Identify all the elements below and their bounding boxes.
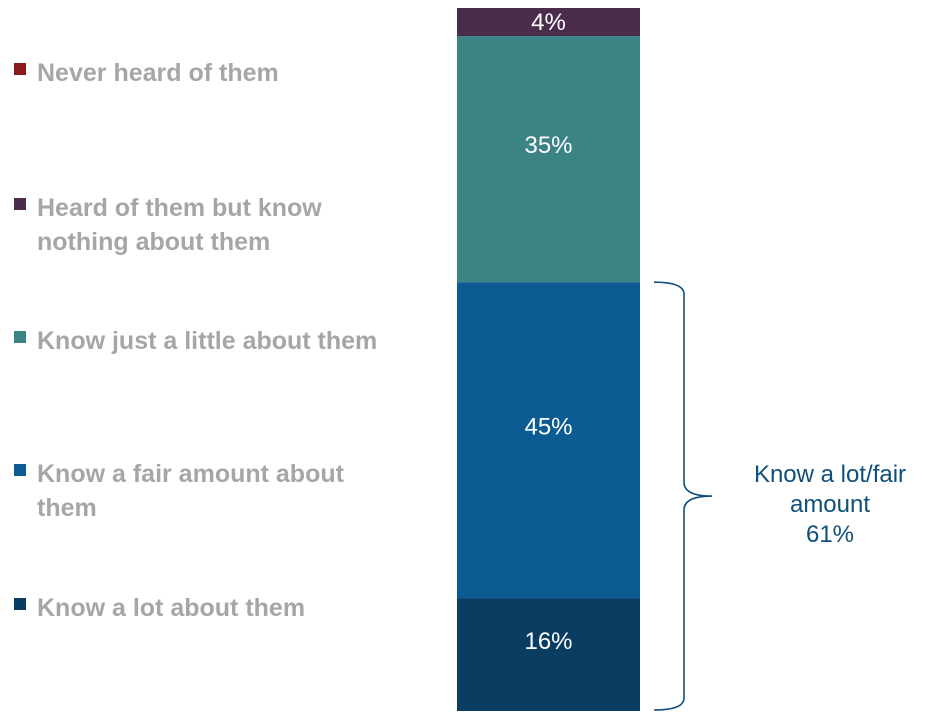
bar-segments: 16% 45% 35% 4% — [457, 8, 640, 711]
bar-segment-0 — [457, 598, 640, 711]
bar-segment-1 — [457, 282, 640, 599]
legend-swatch — [14, 464, 26, 476]
annotation-line: 61% — [805, 521, 855, 548]
legend-label: Know just a little about them — [37, 327, 378, 355]
data-label-0: 16% — [524, 628, 572, 655]
legend-label: Never heard of them — [37, 59, 279, 87]
legend-swatch — [14, 198, 26, 210]
chart-legend: Never heard of them Heard of them but kn… — [0, 0, 420, 713]
bracket-annotation-shape — [653, 281, 713, 711]
annotation-line: amount — [789, 491, 871, 518]
legend-swatch — [14, 598, 26, 610]
bar-segment-2 — [457, 36, 640, 283]
data-label-2: 35% — [524, 132, 572, 159]
legend-swatch — [14, 63, 26, 75]
bracket-annotation-text: Know a lot/fair amount 61% — [720, 460, 940, 550]
legend-label: Know a lot about them — [37, 594, 306, 622]
annotation-line: Know a lot/fair — [753, 461, 907, 488]
bar-segment-3 — [457, 8, 640, 37]
data-label-3: 4% — [531, 9, 566, 36]
data-label-1: 45% — [524, 413, 572, 440]
legend-swatch — [14, 331, 26, 343]
legend-label: Know a fair amount about them — [37, 460, 344, 522]
legend-label: Heard of them but know nothing about the… — [37, 194, 322, 256]
